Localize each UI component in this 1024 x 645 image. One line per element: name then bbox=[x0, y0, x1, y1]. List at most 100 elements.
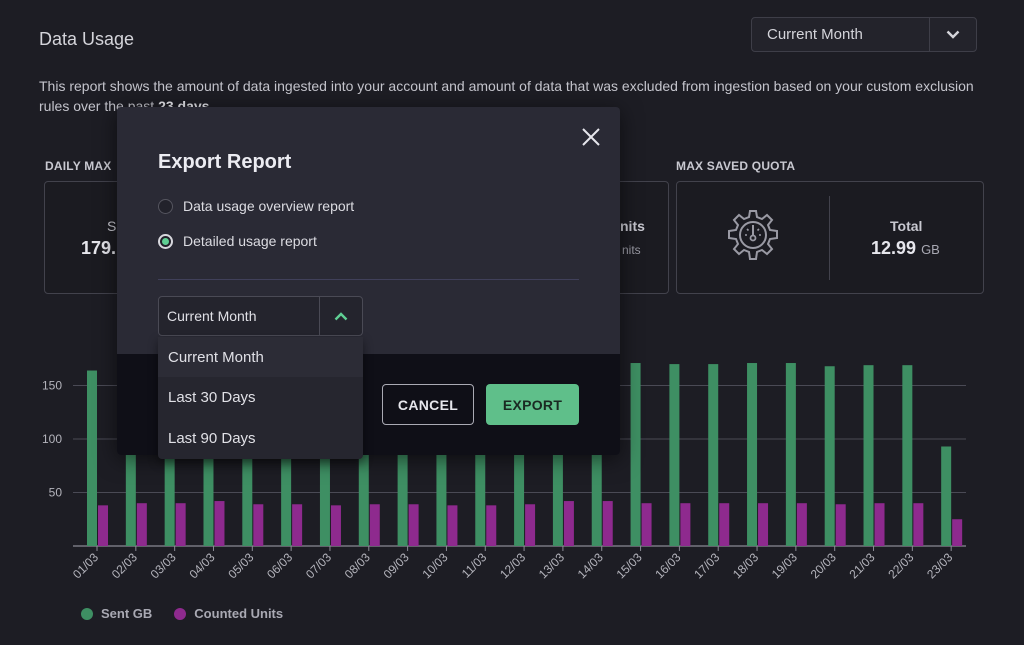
y-tick-label: 100 bbox=[42, 432, 62, 446]
bar-counted bbox=[874, 503, 885, 546]
radio-overview-label: Data usage overview report bbox=[183, 198, 355, 214]
bar-counted bbox=[486, 505, 497, 546]
bar-counted bbox=[98, 505, 108, 546]
gear-gauge-icon bbox=[726, 208, 780, 267]
daily-max-card: S 179. bbox=[44, 181, 124, 294]
chevron-down-icon[interactable] bbox=[929, 18, 976, 51]
x-tick-label: 17/03 bbox=[691, 550, 722, 581]
bar-sent bbox=[669, 364, 680, 546]
legend-dot-sent bbox=[81, 607, 93, 620]
bar-counted bbox=[292, 504, 303, 546]
bar-counted bbox=[602, 501, 613, 546]
bar-counted bbox=[253, 504, 264, 546]
bar-sent bbox=[87, 370, 97, 546]
bar-counted bbox=[214, 501, 225, 546]
bar-counted bbox=[758, 503, 769, 546]
bar-sent bbox=[824, 366, 835, 546]
x-tick-label: 09/03 bbox=[381, 550, 412, 581]
daily-max-card-value: 179. bbox=[81, 238, 117, 258]
radio-button-selected[interactable] bbox=[158, 233, 173, 249]
x-tick-label: 10/03 bbox=[419, 550, 450, 581]
bar-counted bbox=[369, 504, 380, 546]
bar-counted bbox=[719, 503, 730, 546]
x-tick-label: 21/03 bbox=[847, 550, 878, 581]
period-select-value: Current Month bbox=[767, 26, 863, 43]
x-tick-label: 15/03 bbox=[614, 550, 645, 581]
y-tick-label: 150 bbox=[42, 379, 62, 393]
x-tick-label: 04/03 bbox=[186, 550, 217, 581]
usage-bar-chart: 50 100 150 01/03 02/03 03/03 04/03 05/03 06/03 07… bbox=[42, 363, 966, 581]
bar-sent bbox=[591, 367, 602, 546]
daily-max-label: DAILY MAX bbox=[45, 159, 112, 173]
bar-sent bbox=[436, 367, 447, 546]
x-tick-label: 01/03 bbox=[70, 550, 101, 581]
legend-dot-counted bbox=[174, 607, 187, 620]
daily-max-card-label: S bbox=[107, 218, 117, 234]
chart-legend: Sent GB Counted Units bbox=[81, 606, 283, 621]
bar-counted bbox=[447, 505, 458, 546]
bar-sent bbox=[941, 446, 952, 546]
x-tick-label: 22/03 bbox=[885, 550, 916, 581]
report-period-value: Current Month bbox=[167, 308, 257, 324]
x-tick-label: 19/03 bbox=[769, 550, 800, 581]
bar-counted bbox=[136, 503, 147, 546]
dropdown-option-last-30-days[interactable]: Last 30 Days bbox=[168, 389, 256, 406]
x-tick-label: 18/03 bbox=[730, 550, 761, 581]
bar-counted bbox=[952, 519, 963, 546]
dropdown-option-last-90-days[interactable]: Last 90 Days bbox=[168, 430, 256, 447]
x-tick-label: 20/03 bbox=[808, 550, 839, 581]
saved-total-value: 12.99 GB bbox=[871, 238, 940, 259]
radio-button[interactable] bbox=[158, 198, 173, 214]
y-tick-label: 50 bbox=[49, 486, 63, 500]
max-saved-quota-label: MAX SAVED QUOTA bbox=[676, 159, 796, 173]
bar-counted bbox=[175, 503, 186, 546]
modal-divider bbox=[158, 279, 579, 280]
bar-counted bbox=[913, 503, 924, 546]
bar-counted bbox=[330, 505, 341, 546]
bar-counted bbox=[835, 504, 846, 546]
close-icon[interactable] bbox=[580, 126, 602, 148]
legend-item-counted[interactable]: Counted Units bbox=[174, 606, 283, 621]
units-card-unit: nits bbox=[622, 243, 641, 257]
period-select[interactable]: Current Month bbox=[751, 17, 977, 52]
x-tick-label: 06/03 bbox=[264, 550, 295, 581]
radio-overview-report[interactable]: Data usage overview report bbox=[158, 198, 354, 214]
x-tick-label: 14/03 bbox=[575, 550, 606, 581]
dropdown-option-current-month[interactable]: Current Month bbox=[158, 337, 363, 377]
bar-counted bbox=[641, 503, 652, 546]
bar-counted bbox=[408, 504, 419, 546]
legend-label-counted: Counted Units bbox=[194, 606, 284, 621]
legend-item-sent[interactable]: Sent GB bbox=[81, 606, 152, 621]
bar-sent bbox=[747, 363, 758, 546]
bar-sent bbox=[397, 367, 408, 546]
radio-detailed-label: Detailed usage report bbox=[183, 233, 317, 249]
x-tick-label: 02/03 bbox=[109, 550, 140, 581]
bar-sent bbox=[358, 367, 369, 546]
bar-sent bbox=[552, 367, 563, 546]
x-tick-label: 23/03 bbox=[924, 550, 955, 581]
x-tick-label: 08/03 bbox=[342, 550, 373, 581]
bar-sent bbox=[475, 367, 486, 546]
max-saved-quota-card: Total 12.99 GB bbox=[676, 181, 984, 294]
bar-counted bbox=[680, 503, 691, 546]
legend-label-sent: Sent GB bbox=[101, 606, 153, 621]
x-tick-label: 16/03 bbox=[652, 550, 683, 581]
period-dropdown-menu: Current Month Last 30 Days Last 90 Days bbox=[158, 337, 363, 459]
export-button[interactable]: EXPORT bbox=[486, 384, 579, 425]
chevron-up-icon[interactable] bbox=[319, 297, 362, 335]
x-tick-label: 13/03 bbox=[536, 550, 567, 581]
bar-sent bbox=[125, 367, 136, 546]
bar-sent bbox=[902, 365, 913, 546]
bar-counted bbox=[525, 504, 536, 546]
card-divider bbox=[829, 196, 830, 280]
report-period-select[interactable]: Current Month bbox=[158, 296, 363, 336]
units-card-label: nits bbox=[620, 218, 645, 234]
radio-detailed-report[interactable]: Detailed usage report bbox=[158, 233, 317, 249]
bar-counted bbox=[563, 501, 574, 546]
bar-sent bbox=[785, 363, 796, 546]
bar-counted bbox=[796, 503, 807, 546]
cancel-button[interactable]: CANCEL bbox=[382, 384, 474, 425]
bar-sent bbox=[708, 364, 719, 546]
bar-sent bbox=[863, 365, 874, 546]
x-tick-label: 07/03 bbox=[303, 550, 334, 581]
